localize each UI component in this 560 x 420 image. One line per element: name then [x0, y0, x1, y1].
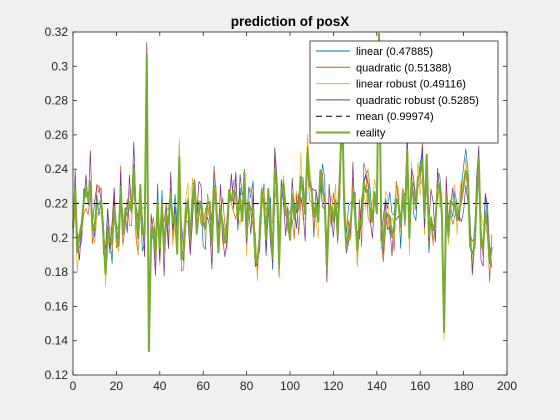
legend-label-1: quadratic (0.51388) [356, 62, 451, 74]
chart-title: prediction of posX [231, 14, 350, 29]
y-tick-label: 0.16 [45, 299, 69, 313]
x-tick-label: 40 [153, 379, 167, 393]
legend-label-2: linear robust (0.49116) [356, 79, 466, 91]
x-tick-label: 140 [367, 379, 387, 393]
series-layer [72, 32, 493, 352]
y-tick-label: 0.26 [45, 128, 69, 142]
legend-label-4: mean (0.99974) [356, 111, 434, 123]
y-tick-label: 0.12 [45, 368, 69, 382]
x-tick-label: 200 [497, 379, 517, 393]
legend: linear (0.47885) quadratic (0.51388) linea… [309, 40, 499, 144]
y-tick-label: 0.3 [51, 59, 68, 73]
y-tick-label: 0.14 [45, 334, 69, 348]
series-line-5 [72, 32, 493, 352]
x-axis: 0 20 40 60 80 100 120 140 160 180 200 [70, 32, 517, 393]
legend-label-3: quadratic robust (0.5285) [356, 95, 479, 107]
x-tick-label: 180 [454, 379, 474, 393]
x-tick-label: 60 [197, 379, 211, 393]
legend-box [309, 40, 499, 144]
x-tick-label: 0 [70, 379, 77, 393]
y-tick-label: 0.28 [45, 94, 69, 108]
legend-label-5: reality [356, 128, 386, 140]
y-tick-label: 0.32 [45, 25, 69, 39]
x-tick-label: 160 [410, 379, 430, 393]
y-tick-label: 0.24 [45, 162, 69, 176]
x-tick-label: 80 [240, 379, 254, 393]
y-tick-label: 0.22 [45, 197, 69, 211]
y-tick-label: 0.2 [51, 231, 68, 245]
x-tick-label: 100 [280, 379, 300, 393]
legend-label-0: linear (0.47885) [356, 46, 433, 58]
y-tick-label: 0.18 [45, 265, 69, 279]
x-tick-label: 20 [110, 379, 124, 393]
y-axis: 0.12 0.14 0.16 0.18 0.2 0.22 0.24 0.26 0.28 0.3 0.… [45, 25, 507, 382]
x-tick-label: 120 [323, 379, 343, 393]
